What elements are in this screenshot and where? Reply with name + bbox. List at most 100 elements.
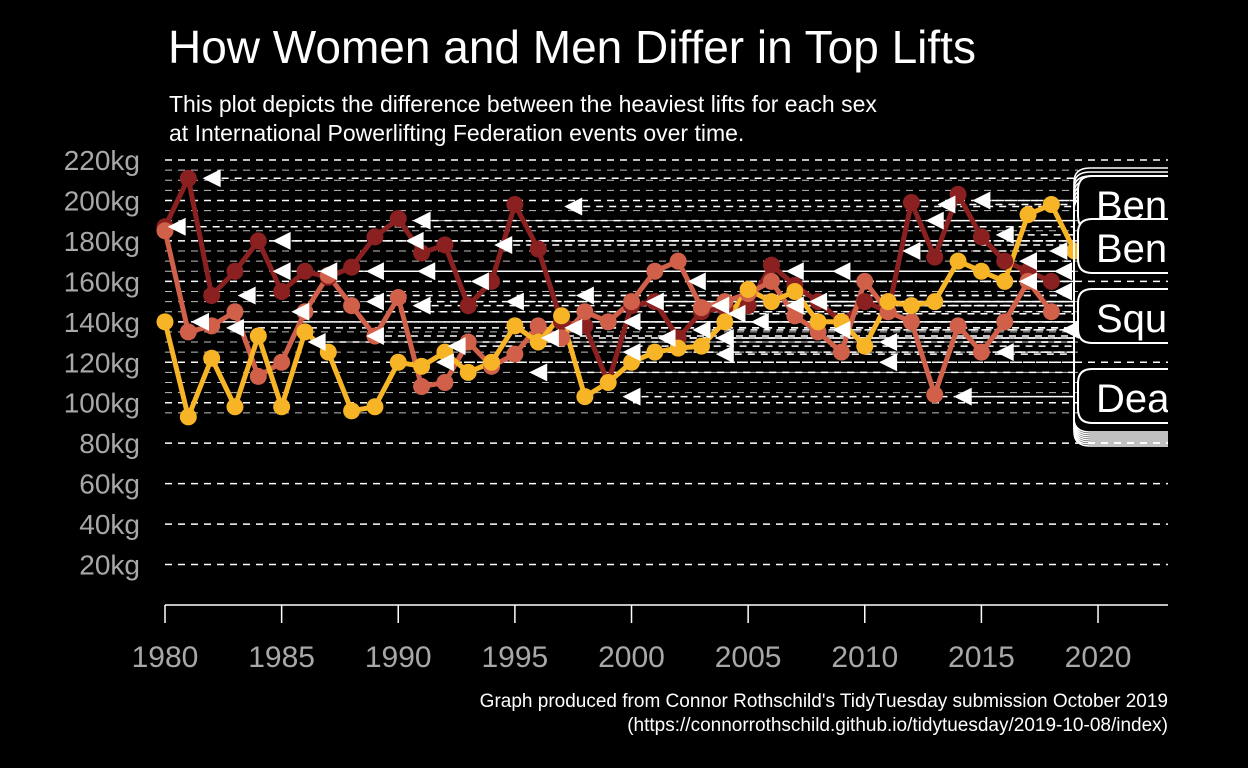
- x-tick-label: 1985: [248, 641, 315, 674]
- deadlift-point: [879, 293, 897, 311]
- arrow-marker: [622, 343, 641, 362]
- bench-point: [203, 287, 221, 305]
- deadlift-point: [692, 337, 710, 355]
- arrow-marker: [225, 318, 244, 337]
- squat-point: [389, 289, 407, 307]
- chart-title: How Women and Men Differ in Top Lifts: [168, 21, 976, 73]
- squat-point: [156, 222, 174, 240]
- deadlift-point: [809, 313, 827, 331]
- deadlift-point: [949, 252, 967, 270]
- deadlift-point: [972, 262, 990, 280]
- x-tick-label: 2015: [948, 641, 1015, 674]
- y-tick-label: 180kg: [64, 226, 140, 257]
- deadlift-point: [529, 333, 547, 351]
- deadlift-point: [926, 293, 944, 311]
- arrow-marker: [272, 231, 291, 250]
- arrow-marker: [291, 302, 310, 321]
- deadlift-point: [179, 408, 197, 426]
- series-label: Dea: [1096, 377, 1170, 421]
- arrow-marker: [564, 318, 583, 337]
- arrow-marker: [1019, 272, 1038, 291]
- deadlift-point: [483, 353, 501, 371]
- deadlift-point: [739, 280, 757, 298]
- caption-line: Graph produced from Connor Rothschild's …: [479, 691, 1168, 712]
- bench-point: [249, 232, 267, 250]
- bench-point: [436, 236, 454, 254]
- arrow-marker: [505, 292, 524, 311]
- arrow-marker: [202, 169, 221, 188]
- deadlift-point: [716, 313, 734, 331]
- arrow-marker: [417, 262, 436, 281]
- series-label: Ben: [1096, 227, 1167, 271]
- arrow-marker: [412, 211, 431, 230]
- x-tick-label: 1980: [132, 641, 199, 674]
- bench-point: [762, 256, 780, 274]
- x-tick-label: 1995: [482, 641, 549, 674]
- arrow-marker: [435, 353, 454, 372]
- squat-point: [343, 297, 361, 315]
- arrow-marker: [237, 286, 256, 305]
- arrow-marker: [540, 329, 559, 347]
- bench-point: [343, 258, 361, 276]
- squat-point: [856, 272, 874, 290]
- chart-subtitle: This plot depicts the difference between…: [169, 90, 877, 148]
- arrow-marker: [902, 242, 921, 261]
- arrow-marker: [809, 292, 828, 311]
- arrow-marker: [1054, 282, 1073, 301]
- arrow-marker: [785, 296, 804, 315]
- y-tick-label: 160kg: [64, 266, 140, 297]
- squat-point: [926, 386, 944, 404]
- bench-point: [529, 240, 547, 258]
- squat-point: [832, 343, 850, 361]
- arrow-marker: [715, 345, 734, 364]
- arrow-marker: [405, 231, 424, 250]
- squat-point: [599, 313, 617, 331]
- squat-point: [762, 272, 780, 290]
- deadlift-point: [413, 357, 431, 375]
- subtitle-line: at International Powerlifting Federation…: [169, 120, 745, 146]
- deadlift-point: [296, 323, 314, 341]
- deadlift-point: [576, 388, 594, 406]
- bench-point: [226, 262, 244, 280]
- deadlift-point: [156, 313, 174, 331]
- arrow-marker: [879, 333, 898, 352]
- squat-point: [646, 262, 664, 280]
- arrow-marker: [711, 296, 730, 315]
- arrow-marker: [879, 353, 898, 372]
- squat-point: [949, 317, 967, 335]
- arrow-marker: [953, 387, 972, 406]
- bench-point: [273, 282, 291, 300]
- bench-point: [902, 193, 920, 211]
- x-tick-label: 2000: [598, 641, 665, 674]
- arrow-marker: [622, 312, 641, 331]
- bench-point: [1042, 272, 1060, 290]
- deadlift-point: [553, 307, 571, 325]
- deadlift-point: [389, 353, 407, 371]
- squat-point: [413, 378, 431, 396]
- deadlift-point: [762, 293, 780, 311]
- arrow-marker: [972, 191, 991, 210]
- bench-point: [996, 252, 1014, 270]
- arrow-marker: [272, 262, 291, 281]
- label-box: [1077, 218, 1168, 274]
- arrow-marker: [365, 292, 384, 311]
- squat-point: [972, 343, 990, 361]
- arrow-marker: [832, 320, 851, 339]
- bench-point: [413, 244, 431, 262]
- deadlift-point: [1042, 196, 1060, 213]
- arrow-marker: [1019, 252, 1038, 271]
- deadlift-point: [902, 297, 920, 315]
- deadlift-point: [996, 272, 1014, 290]
- deadlift-point: [203, 349, 221, 367]
- squat-point: [996, 313, 1014, 331]
- squat-point: [902, 313, 920, 331]
- arrow-marker: [925, 211, 944, 230]
- arrow-marker: [727, 304, 746, 323]
- squat-point: [179, 323, 197, 341]
- deadlift-point: [366, 398, 384, 416]
- y-tick-label: 100kg: [64, 388, 140, 419]
- arrow-marker: [995, 225, 1014, 244]
- label-box: [1077, 288, 1168, 344]
- squat-point: [249, 367, 267, 385]
- arrow-marker: [365, 326, 384, 345]
